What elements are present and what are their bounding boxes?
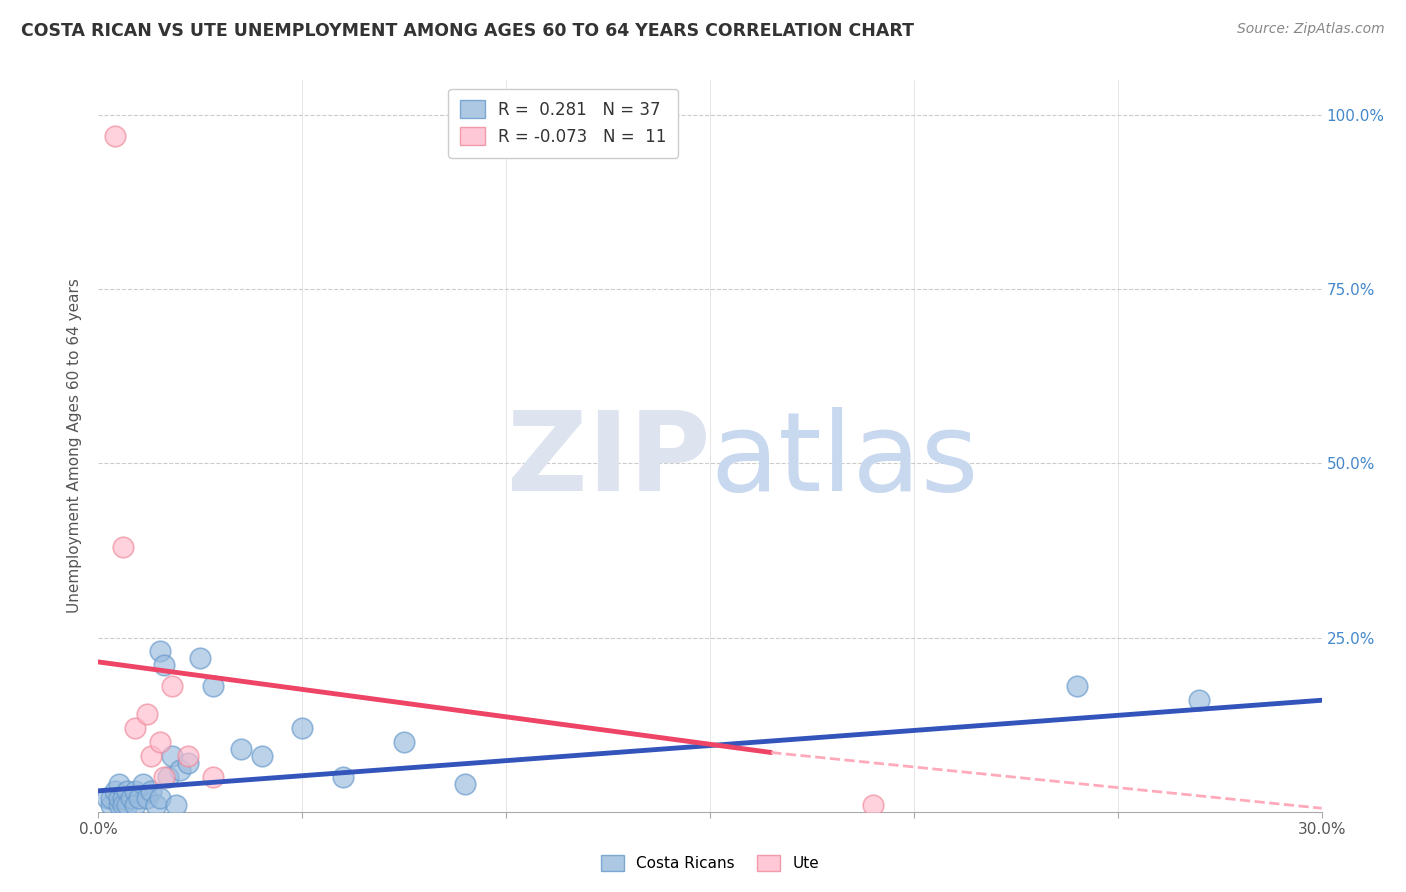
Text: COSTA RICAN VS UTE UNEMPLOYMENT AMONG AGES 60 TO 64 YEARS CORRELATION CHART: COSTA RICAN VS UTE UNEMPLOYMENT AMONG AG… [21, 22, 914, 40]
Point [291, 721, 314, 735]
Point [188, 651, 212, 665]
Point [1066, 679, 1088, 693]
Text: ZIP: ZIP [506, 407, 710, 514]
Point [136, 707, 159, 722]
Point [149, 644, 172, 658]
Point [149, 790, 172, 805]
Point [454, 777, 477, 791]
Point [165, 797, 187, 812]
Point [111, 540, 134, 554]
Point [108, 777, 131, 791]
Point [124, 721, 146, 735]
Point [115, 797, 138, 812]
Point [108, 797, 131, 812]
Point [177, 749, 200, 764]
Point [862, 797, 884, 812]
Point [128, 790, 150, 805]
Point [201, 679, 224, 693]
Point [115, 784, 138, 798]
Point [100, 790, 122, 805]
Point [145, 797, 167, 812]
Point [201, 770, 224, 784]
Y-axis label: Unemployment Among Ages 60 to 64 years: Unemployment Among Ages 60 to 64 years [67, 278, 83, 614]
Point [108, 790, 131, 805]
Point [132, 777, 155, 791]
Point [111, 790, 134, 805]
Point [160, 679, 183, 693]
Point [104, 784, 127, 798]
Point [250, 749, 273, 764]
Point [120, 790, 142, 805]
Point [156, 770, 179, 784]
Point [160, 749, 183, 764]
Point [332, 770, 354, 784]
Point [152, 770, 174, 784]
Point [1188, 693, 1211, 707]
Text: atlas: atlas [710, 407, 979, 514]
Point [392, 735, 416, 749]
Point [177, 756, 200, 770]
Point [152, 658, 174, 673]
Point [96, 790, 118, 805]
Point [149, 735, 172, 749]
Point [124, 797, 146, 812]
Point [169, 763, 191, 777]
Legend: Costa Ricans, Ute: Costa Ricans, Ute [595, 849, 825, 877]
Point [136, 790, 159, 805]
Point [231, 742, 253, 756]
Point [111, 797, 134, 812]
Point [141, 749, 163, 764]
Point [100, 797, 122, 812]
Point [104, 128, 127, 143]
Point [141, 784, 163, 798]
Text: Source: ZipAtlas.com: Source: ZipAtlas.com [1237, 22, 1385, 37]
Point [124, 784, 146, 798]
